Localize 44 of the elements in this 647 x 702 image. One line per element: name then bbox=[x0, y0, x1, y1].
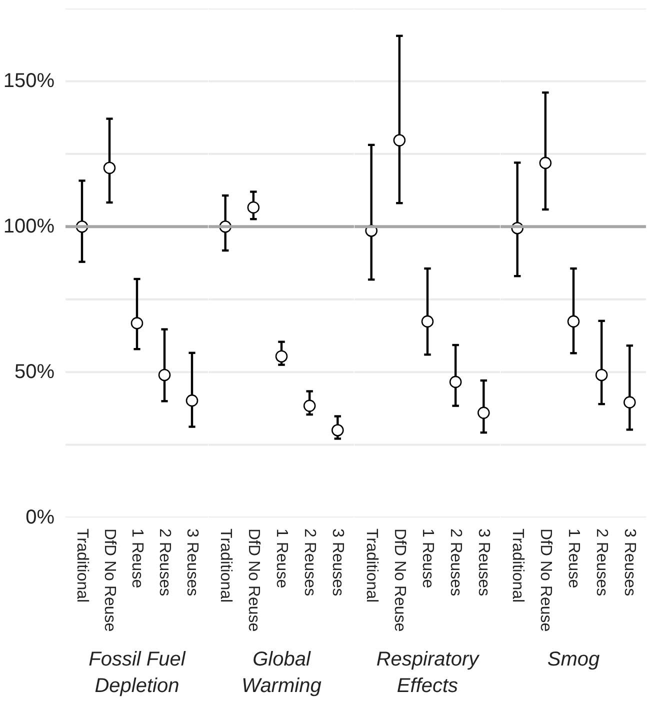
point bbox=[130, 317, 144, 330]
point bbox=[393, 134, 406, 146]
x-tick-label: 3 Reuses bbox=[621, 528, 638, 596]
y-tick-label: 150% bbox=[3, 70, 55, 92]
x-axis-title: Smog bbox=[547, 648, 600, 671]
point bbox=[332, 424, 344, 436]
point bbox=[303, 400, 316, 412]
point bbox=[421, 315, 434, 328]
x-tick-label: 3 Reuses bbox=[329, 528, 346, 596]
x-tick-label: 2 Reuses bbox=[593, 528, 610, 596]
y-tick-label: 0% bbox=[26, 506, 55, 528]
x-tick-label: Traditional bbox=[508, 528, 526, 603]
point bbox=[624, 396, 636, 408]
x-tick-label: 2 Reuses bbox=[301, 528, 318, 596]
x-tick-label: 1 Reuse bbox=[565, 528, 582, 588]
x-tick-label: 3 Reuses bbox=[184, 528, 200, 596]
x-axis-title: Fossil Fuel Depletion bbox=[88, 648, 186, 698]
x-tick-label: Traditional bbox=[216, 528, 234, 603]
point bbox=[595, 368, 608, 382]
x-tick-label: DfD No Reuse bbox=[536, 528, 554, 632]
point bbox=[449, 376, 462, 388]
point bbox=[158, 368, 171, 382]
x-axis-title: Respiratory Effects bbox=[376, 648, 480, 698]
x-tick-label: DfD No Reuse bbox=[101, 528, 118, 632]
x-tick-label: 2 Reuses bbox=[156, 528, 173, 596]
x-tick-label: 3 Reuses bbox=[475, 528, 492, 596]
point bbox=[103, 162, 116, 174]
x-tick-label: 1 Reuse bbox=[128, 528, 146, 588]
point bbox=[539, 156, 552, 170]
x-tick-label: DfD No Reuse bbox=[244, 528, 262, 632]
x-tick-label: Traditional bbox=[74, 528, 90, 603]
point bbox=[567, 315, 580, 328]
x-axis-title: Global Warming bbox=[242, 648, 322, 698]
x-tick-label: Traditional bbox=[362, 528, 380, 603]
x-tick-label: 1 Reuse bbox=[273, 528, 290, 588]
point bbox=[478, 406, 490, 419]
y-tick-label: 100% bbox=[3, 216, 55, 238]
x-tick-label: DfD No Reuse bbox=[390, 528, 408, 632]
point bbox=[275, 350, 288, 363]
x-tick-label: 1 Reuse bbox=[419, 528, 436, 588]
x-tick-label: 2 Reuses bbox=[447, 528, 464, 596]
y-tick-label: 50% bbox=[14, 361, 55, 384]
point bbox=[186, 394, 198, 407]
point bbox=[247, 201, 260, 214]
